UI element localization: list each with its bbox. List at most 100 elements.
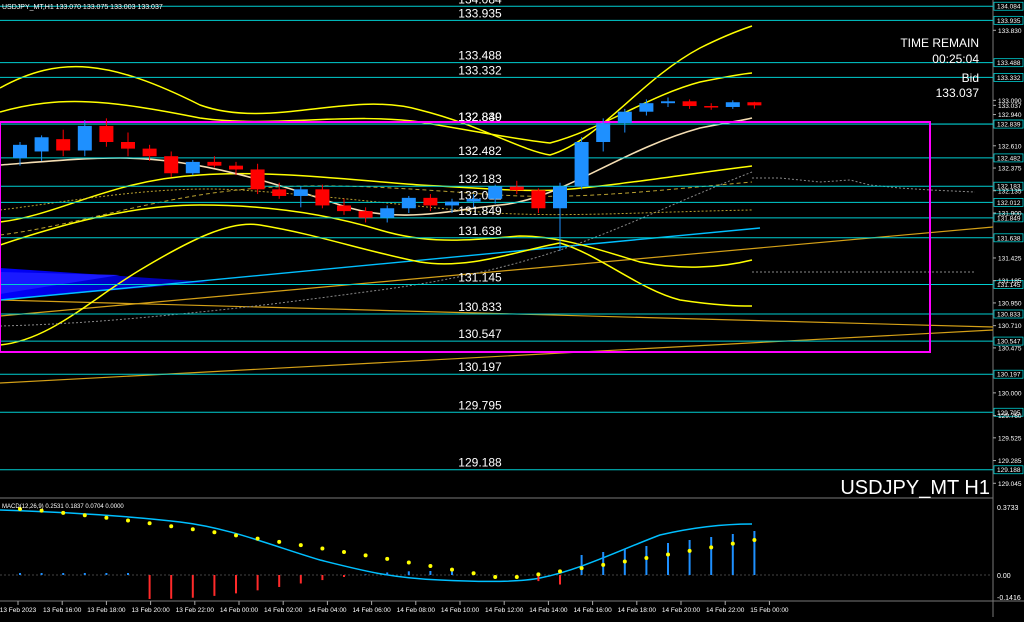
candle-body[interactable]	[531, 190, 546, 209]
level-price-tag-text: 133.488	[997, 60, 1021, 67]
macd-signal-dot	[666, 552, 670, 557]
level-price-tag-text: 132.482	[997, 155, 1021, 162]
time-remain-value: 00:25:04	[932, 52, 979, 66]
candle-body[interactable]	[380, 208, 395, 218]
level-price-tag-text: 131.638	[997, 235, 1021, 242]
macd-signal-dot	[342, 549, 346, 554]
time-tick-label: 13 Feb 2023	[0, 607, 37, 614]
level-price-tag-text: 132.839	[997, 122, 1021, 129]
level-price-tag-text: 130.547	[997, 339, 1021, 346]
macd-scale-zero: 0.00	[997, 573, 1011, 580]
axis-tick-label: 131.900	[998, 211, 1022, 218]
level-label: 132.839	[458, 110, 502, 124]
macd-signal-dot	[709, 545, 714, 550]
candle-body[interactable]	[725, 102, 740, 107]
candle-body[interactable]	[315, 189, 330, 206]
axis-tick-label: 131.425	[998, 255, 1022, 262]
candle-body[interactable]	[423, 197, 438, 206]
candle-body[interactable]	[34, 137, 49, 152]
level-price-tag-text: 129.188	[997, 467, 1021, 474]
axis-tick-label: 131.185	[998, 278, 1022, 285]
candle-body[interactable]	[121, 142, 135, 149]
macd-signal-dot	[298, 543, 303, 548]
candle-body[interactable]	[142, 148, 157, 157]
candle-body[interactable]	[77, 125, 92, 151]
band-middle	[0, 165, 753, 223]
level-price-tag-text: 132.012	[997, 200, 1021, 207]
macd-signal-dot	[622, 559, 627, 564]
band-upper-outer	[0, 25, 753, 156]
candle-body[interactable]	[639, 103, 654, 112]
candle-body[interactable]	[747, 102, 762, 106]
level-price-tag-text: 133.332	[997, 75, 1021, 82]
candle-body[interactable]	[617, 111, 632, 124]
candle-body[interactable]	[682, 101, 697, 107]
macd-signal-dot	[320, 546, 325, 551]
candle-body[interactable]	[466, 198, 481, 202]
candle-body[interactable]	[229, 165, 243, 170]
macd-signal-dot	[147, 521, 152, 526]
level-label: 134.084	[458, 0, 502, 6]
candle-body[interactable]	[358, 211, 373, 218]
macd-signal-dot	[385, 556, 390, 561]
level-price-tag	[993, 58, 1024, 68]
candle-body[interactable]	[574, 142, 589, 187]
candle-body[interactable]	[207, 161, 222, 166]
axis-tick-label: 129.285	[998, 458, 1022, 465]
level-label: 131.145	[458, 270, 502, 284]
candle-body[interactable]	[272, 189, 287, 196]
range-box[interactable]	[0, 121, 931, 353]
level-label: 132.840	[458, 110, 502, 124]
level-price-tag-text: 130.833	[997, 312, 1021, 319]
level-price-tag	[993, 213, 1024, 223]
level-price-tag-text: 131.849	[997, 215, 1021, 222]
macd-pane	[0, 509, 993, 583]
trendline-upper	[0, 226, 994, 317]
candle-body[interactable]	[164, 156, 179, 174]
candle-body[interactable]	[13, 144, 27, 159]
time-tick-label: 13 Feb 16:00	[43, 607, 82, 614]
macd-signal-dot	[234, 533, 238, 538]
macd-signal-dot	[104, 515, 109, 520]
candle-body[interactable]	[99, 125, 114, 142]
time-tick-label: 14 Feb 16:00	[573, 607, 612, 614]
moving-average-cyan	[0, 227, 761, 301]
indicator-dashed	[0, 181, 753, 236]
level-price-tag	[993, 1, 1024, 11]
axis-tick-label: 132.610	[998, 143, 1022, 150]
level-label: 130.833	[458, 300, 502, 314]
macd-signal-dot	[126, 518, 130, 523]
cloud-fill-inner	[0, 272, 120, 294]
candle-body[interactable]	[337, 205, 351, 212]
candle-body[interactable]	[293, 189, 308, 196]
axis-tick-label: 133.090	[998, 98, 1022, 105]
macd-signal-dot	[255, 536, 260, 541]
candle-body[interactable]	[509, 186, 524, 191]
candle-body[interactable]	[445, 201, 459, 206]
level-price-tag-text: 129.795	[997, 410, 1021, 417]
time-tick-label: 14 Feb 10:00	[441, 607, 480, 614]
candle-body[interactable]	[704, 106, 719, 108]
cloud-projection-top	[752, 177, 976, 193]
level-label: 133.935	[458, 6, 502, 20]
candle-body[interactable]	[488, 186, 503, 199]
level-price-tag	[993, 73, 1024, 82]
candle-body[interactable]	[401, 197, 416, 209]
candle-body[interactable]	[596, 123, 611, 142]
bid-value: 133.037	[936, 86, 980, 100]
candle-body[interactable]	[56, 139, 71, 151]
axis-tick-label: 129.525	[998, 435, 1022, 442]
candle-body[interactable]	[553, 186, 567, 209]
candlesticks	[13, 97, 762, 251]
macd-signal-dot	[212, 530, 217, 535]
level-price-tag	[993, 280, 1024, 289]
time-tick-label: 14 Feb 12:00	[485, 607, 524, 614]
candle-body[interactable]	[661, 101, 675, 104]
candle-body[interactable]	[185, 161, 200, 174]
axis-tick-label: 129.760	[998, 413, 1022, 420]
candle-body[interactable]	[250, 169, 265, 190]
trendline-descending	[0, 299, 994, 328]
